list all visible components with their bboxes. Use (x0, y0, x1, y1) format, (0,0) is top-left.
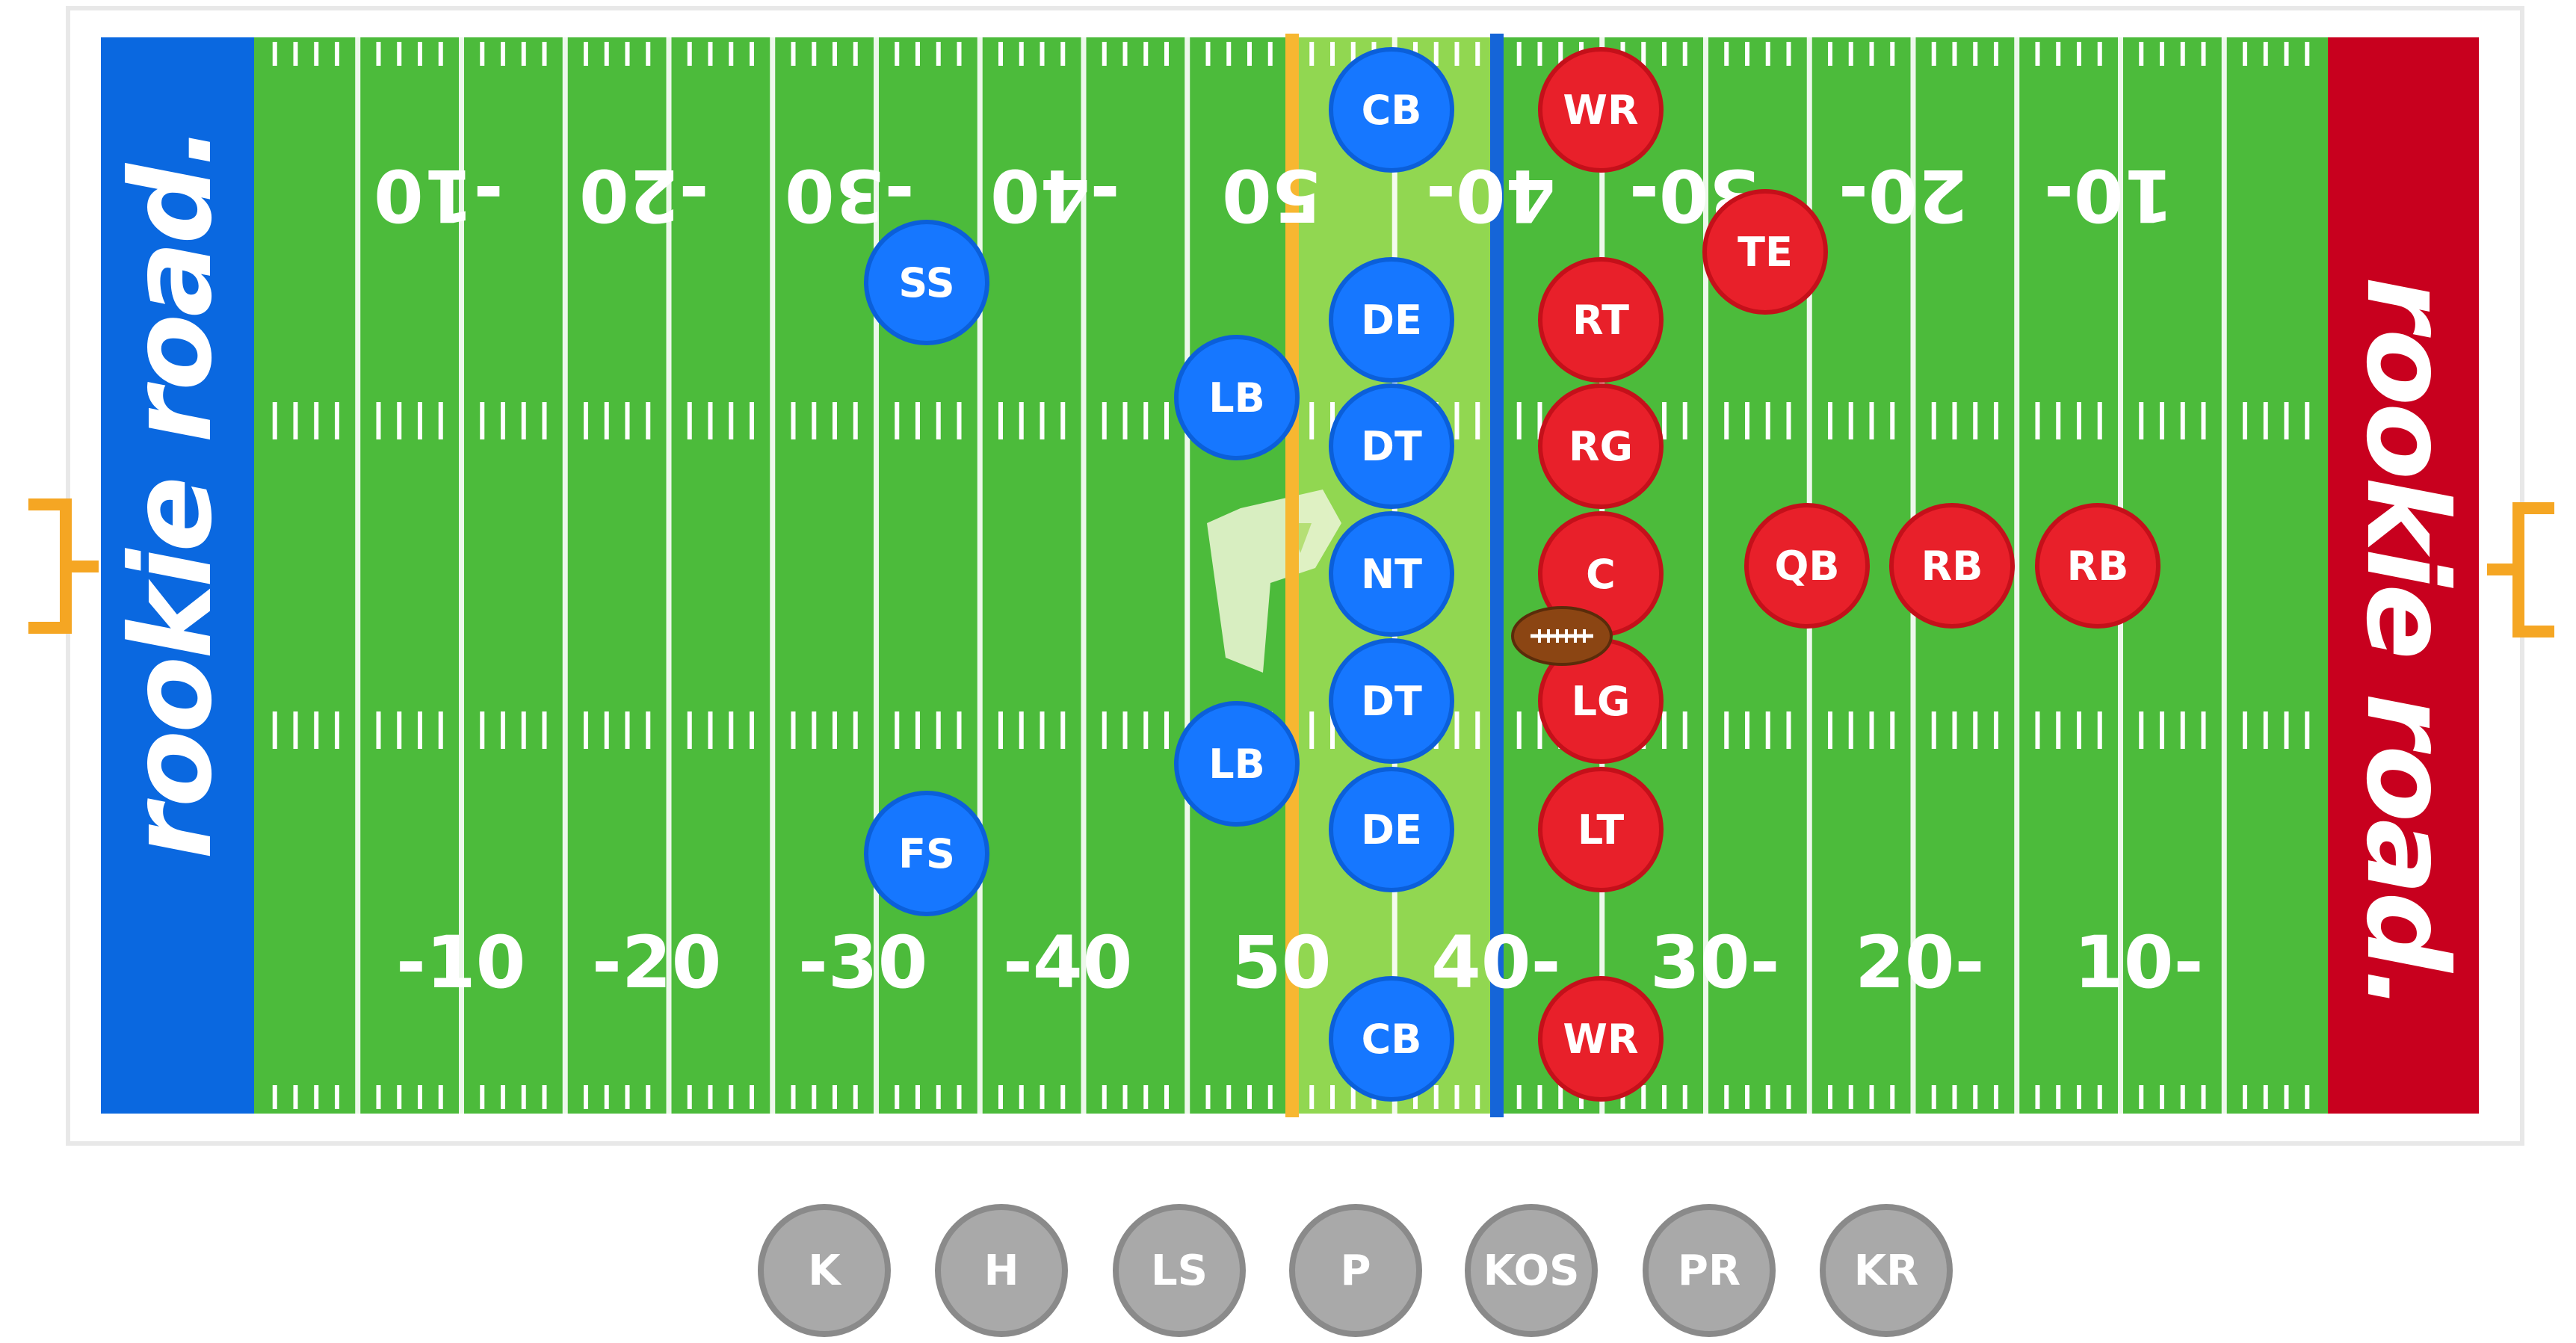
special-teams-kos-button[interactable]: KOS (1465, 1204, 1598, 1337)
yard-number: -40 (1003, 921, 1133, 1004)
player-lt[interactable]: LT (1538, 767, 1664, 892)
endzone-right (2328, 37, 2479, 1114)
player-de-bottom[interactable]: DE (1329, 767, 1454, 892)
player-nt[interactable]: NT (1329, 511, 1454, 637)
yard-number: -10 (374, 153, 504, 237)
endzone-left-text: rookie road. (107, 127, 237, 859)
yard-number: -30 (785, 153, 915, 237)
goalpost-right-icon (2487, 502, 2554, 637)
special-teams-kr-button[interactable]: KR (1820, 1204, 1953, 1337)
special-teams-bar: K H LS P KOS PR KR (0, 1200, 2576, 1342)
player-lb-bottom[interactable]: LB (1174, 701, 1300, 827)
yard-number: -10 (396, 921, 526, 1004)
goalpost-left-icon (28, 498, 99, 634)
yard-number: 40- (1431, 921, 1561, 1004)
player-wr-bottom[interactable]: WR (1538, 976, 1664, 1102)
special-teams-pr-button[interactable]: PR (1643, 1204, 1776, 1337)
player-cb-top[interactable]: CB (1329, 47, 1454, 173)
yard-number: -20 (592, 921, 722, 1004)
player-de-top[interactable]: DE (1329, 257, 1454, 383)
yard-number: -40 (990, 153, 1120, 237)
player-wr-top[interactable]: WR (1538, 47, 1664, 173)
yard-number: 20- (1855, 921, 1985, 1004)
special-teams-ls-button[interactable]: LS (1113, 1204, 1246, 1337)
player-qb[interactable]: QB (1744, 503, 1870, 629)
player-ss[interactable]: SS (864, 220, 989, 345)
football-field (28, 34, 2554, 1117)
yard-number: 10- (2044, 153, 2174, 237)
endzone-left (101, 37, 254, 1114)
player-dt-top[interactable]: DT (1329, 383, 1454, 509)
yard-number: 50 (1222, 153, 1322, 237)
player-rb-1[interactable]: RB (1889, 503, 2015, 629)
player-rt[interactable]: RT (1538, 257, 1664, 383)
player-rg[interactable]: RG (1538, 383, 1664, 509)
yard-number: -20 (579, 153, 709, 237)
special-teams-k-button[interactable]: K (758, 1204, 891, 1337)
football-icon[interactable] (1510, 604, 1614, 668)
special-teams-p-button[interactable]: P (1289, 1204, 1422, 1337)
player-te[interactable]: TE (1702, 189, 1828, 315)
player-lb-top[interactable]: LB (1174, 335, 1300, 460)
yard-number: 50 (1232, 921, 1332, 1004)
yard-number: 20- (1838, 153, 1968, 237)
player-dt-bottom[interactable]: DT (1329, 638, 1454, 764)
yard-number: 40- (1426, 153, 1556, 237)
player-fs[interactable]: FS (864, 791, 989, 916)
special-teams-h-button[interactable]: H (935, 1204, 1068, 1337)
yard-number: 30- (1650, 921, 1780, 1004)
endzone-right-text: rookie road. (2341, 277, 2471, 1009)
yard-number: 10- (2074, 921, 2204, 1004)
player-rb-2[interactable]: RB (2035, 503, 2160, 629)
yard-number: -30 (798, 921, 928, 1004)
player-cb-bottom[interactable]: CB (1329, 976, 1454, 1102)
